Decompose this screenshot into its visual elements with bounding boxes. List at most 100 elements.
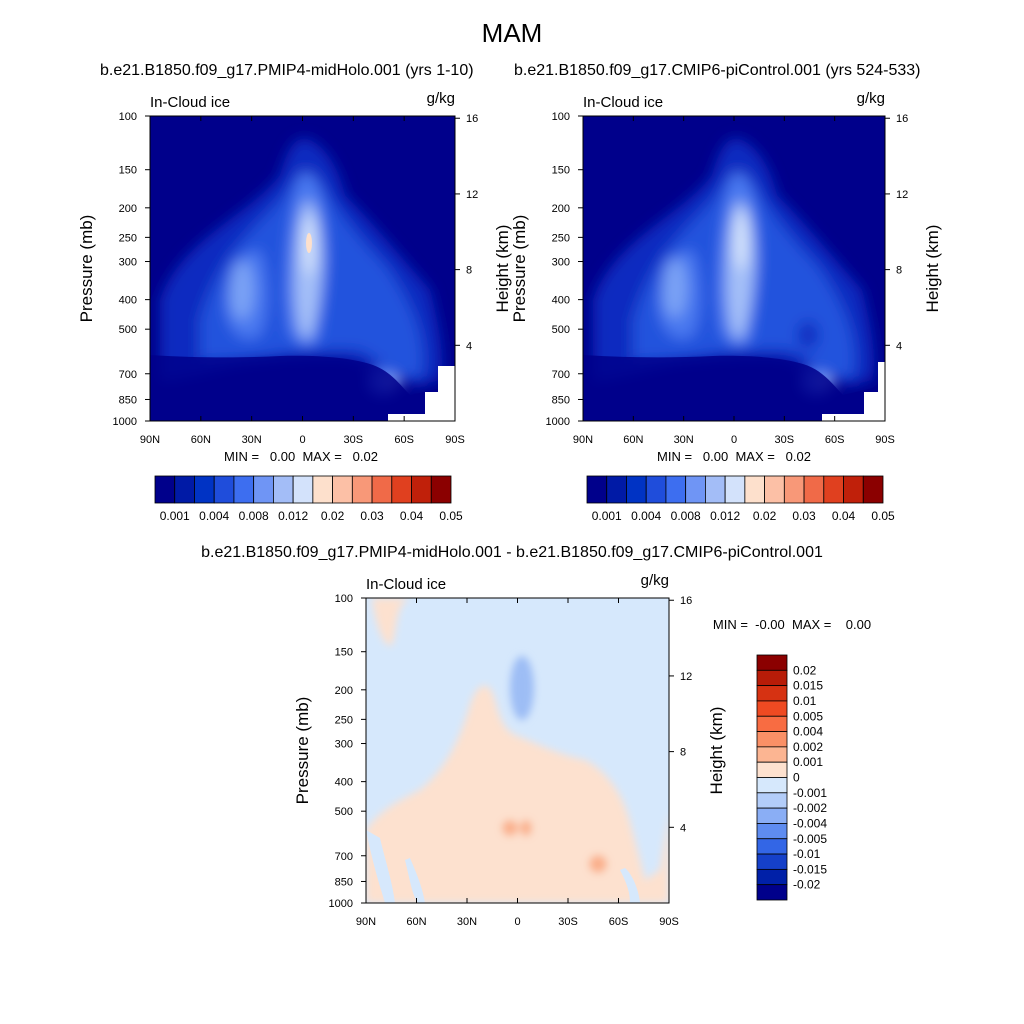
y-tick-label: 500 <box>119 324 137 336</box>
panel-diff-title: b.e21.B1850.f09_g17.PMIP4-midHolo.001 - … <box>201 544 823 561</box>
colorbar-box <box>253 475 274 504</box>
colorbar-box <box>411 475 432 504</box>
y-right-tick-label: 12 <box>466 189 478 201</box>
panel-left-field <box>150 116 455 421</box>
colorbar-label: 0.02 <box>321 509 345 523</box>
y-tick-label: 150 <box>335 647 353 659</box>
y-tick-label: 1000 <box>546 416 570 428</box>
colorbar-box <box>194 475 215 504</box>
colorbar-label: 0.05 <box>871 509 895 523</box>
x-tick-label: 30S <box>344 434 364 446</box>
colorbar-box <box>430 475 452 504</box>
y-tick-label: 100 <box>335 593 353 605</box>
x-tick-label: 0 <box>731 434 737 446</box>
colorbar-label: 0.004 <box>199 509 229 523</box>
y-tick-label: 1000 <box>113 416 137 428</box>
x-tick-label: 90S <box>445 434 465 446</box>
colorbar-box <box>724 475 746 504</box>
left-string: In-Cloud ice <box>583 94 663 111</box>
colorbar-box <box>233 475 255 504</box>
y-tick-label: 850 <box>552 394 570 406</box>
y-axis-label: Pressure (mb) <box>510 215 529 323</box>
x-tick-label: 0 <box>514 916 520 928</box>
colorbar-label: 0.04 <box>400 509 424 523</box>
y-tick-label: 700 <box>552 369 570 381</box>
colorbar-label: -0.015 <box>793 862 827 876</box>
y-axis-label: Pressure (mb) <box>293 697 312 805</box>
colorbar-right: 0.001 0.004 0.008 0.012 0.02 0.03 0.04 0.05 <box>586 475 895 523</box>
y-right-tick-label: 8 <box>896 265 902 277</box>
x-tick-label: 30N <box>457 916 477 928</box>
right-string: g/kg <box>427 90 455 107</box>
right-string: g/kg <box>857 90 885 107</box>
y-tick-label: 850 <box>335 876 353 888</box>
min-max-stats: MIN = 0.00 MAX = 0.02 <box>657 449 811 464</box>
colorbar-label: -0.01 <box>793 847 821 861</box>
colorbar-box <box>272 475 294 504</box>
colorbar-box <box>756 792 788 809</box>
colorbar-box <box>626 475 647 504</box>
y-right-tick-label: 8 <box>680 747 686 759</box>
colorbar-label: 0.004 <box>793 725 823 739</box>
colorbar-label: 0.012 <box>710 509 740 523</box>
min-max-stats: MIN = -0.00 MAX = 0.00 <box>713 617 871 632</box>
x-tick-label: 30S <box>775 434 795 446</box>
colorbar-box <box>756 853 788 870</box>
y-right-tick-label: 16 <box>680 595 692 607</box>
y-tick-label: 1000 <box>329 898 353 910</box>
colorbar-label: 0.012 <box>278 509 308 523</box>
x-tick-label: 0 <box>299 434 305 446</box>
panel-left-axes: 90N 60N 30N 0 30S 60S 90S 100 150 200 250 300 400 500… <box>77 90 512 523</box>
x-tick-label: 60N <box>623 434 643 446</box>
y-tick-label: 300 <box>335 739 353 751</box>
colorbar-box <box>862 475 884 504</box>
y-tick-label: 200 <box>335 685 353 697</box>
x-tick-label: 90N <box>140 434 160 446</box>
right-string: g/kg <box>641 572 669 589</box>
colorbar-label: 0.02 <box>793 663 817 677</box>
x-tick-label: 60S <box>394 434 414 446</box>
colorbar-box <box>764 475 785 504</box>
y-right-tick-label: 16 <box>466 113 478 125</box>
x-tick-label: 30S <box>558 916 578 928</box>
y-tick-label: 300 <box>552 257 570 269</box>
colorbar-box <box>756 715 788 732</box>
y-tick-label: 150 <box>119 165 137 177</box>
y-tick-label: 400 <box>552 295 570 307</box>
colorbar-box <box>823 475 844 504</box>
colorbar-box <box>756 838 788 855</box>
y-tick-label: 500 <box>335 806 353 818</box>
colorbar-box <box>312 475 334 504</box>
x-tick-label: 60S <box>609 916 629 928</box>
colorbar-label: 0.001 <box>160 509 190 523</box>
left-string: In-Cloud ice <box>366 576 446 593</box>
panel-right-field <box>583 116 885 421</box>
colorbar-box <box>606 475 627 504</box>
colorbar-box <box>586 475 608 504</box>
min-max-stats: MIN = 0.00 MAX = 0.02 <box>224 449 378 464</box>
colorbar-box <box>756 807 788 824</box>
colorbar-label: 0.001 <box>592 509 622 523</box>
colorbar-label: 0.002 <box>793 740 823 754</box>
colorbar-label: -0.005 <box>793 832 827 846</box>
colorbar-box <box>756 654 788 671</box>
colorbar-box <box>756 884 788 901</box>
y-tick-label: 850 <box>119 394 137 406</box>
panel-diff-axes: 90N 60N 30N 0 30S 60S 90S 100 150 200 250 300 400 500… <box>293 572 871 928</box>
colorbar-box <box>391 475 412 504</box>
colorbar-label: 0 <box>793 771 800 785</box>
y-right-tick-label: 4 <box>680 822 686 834</box>
y-right-axis-label: Height (km) <box>493 225 512 313</box>
colorbar-box <box>705 475 726 504</box>
y-right-tick-label: 12 <box>680 671 692 683</box>
colorbar-box <box>645 475 667 504</box>
y-tick-label: 250 <box>335 714 353 726</box>
figure-title: MAM <box>481 18 543 48</box>
y-axis-label: Pressure (mb) <box>77 215 96 323</box>
y-tick-label: 400 <box>335 777 353 789</box>
left-string: In-Cloud ice <box>150 94 230 111</box>
colorbar-box <box>756 761 788 778</box>
colorbar-box <box>154 475 176 504</box>
colorbar-label: -0.001 <box>793 786 827 800</box>
